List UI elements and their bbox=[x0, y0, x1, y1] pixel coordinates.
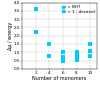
Point bbox=[48, 56, 50, 57]
Legend: i = BHT, i = 1 - decanol: i = BHT, i = 1 - decanol bbox=[61, 5, 95, 14]
Point bbox=[76, 52, 77, 53]
Point bbox=[89, 50, 91, 51]
Point bbox=[89, 56, 91, 57]
Y-axis label: Δμ / energy: Δμ / energy bbox=[8, 22, 13, 50]
Point bbox=[76, 56, 77, 57]
Point bbox=[62, 52, 64, 53]
Point bbox=[35, 9, 36, 10]
X-axis label: Number of monomers: Number of monomers bbox=[32, 76, 87, 81]
Point bbox=[89, 43, 91, 45]
Point bbox=[62, 57, 64, 58]
Point bbox=[48, 43, 50, 45]
Point bbox=[76, 59, 77, 60]
Point bbox=[62, 60, 64, 61]
Point bbox=[35, 32, 36, 33]
